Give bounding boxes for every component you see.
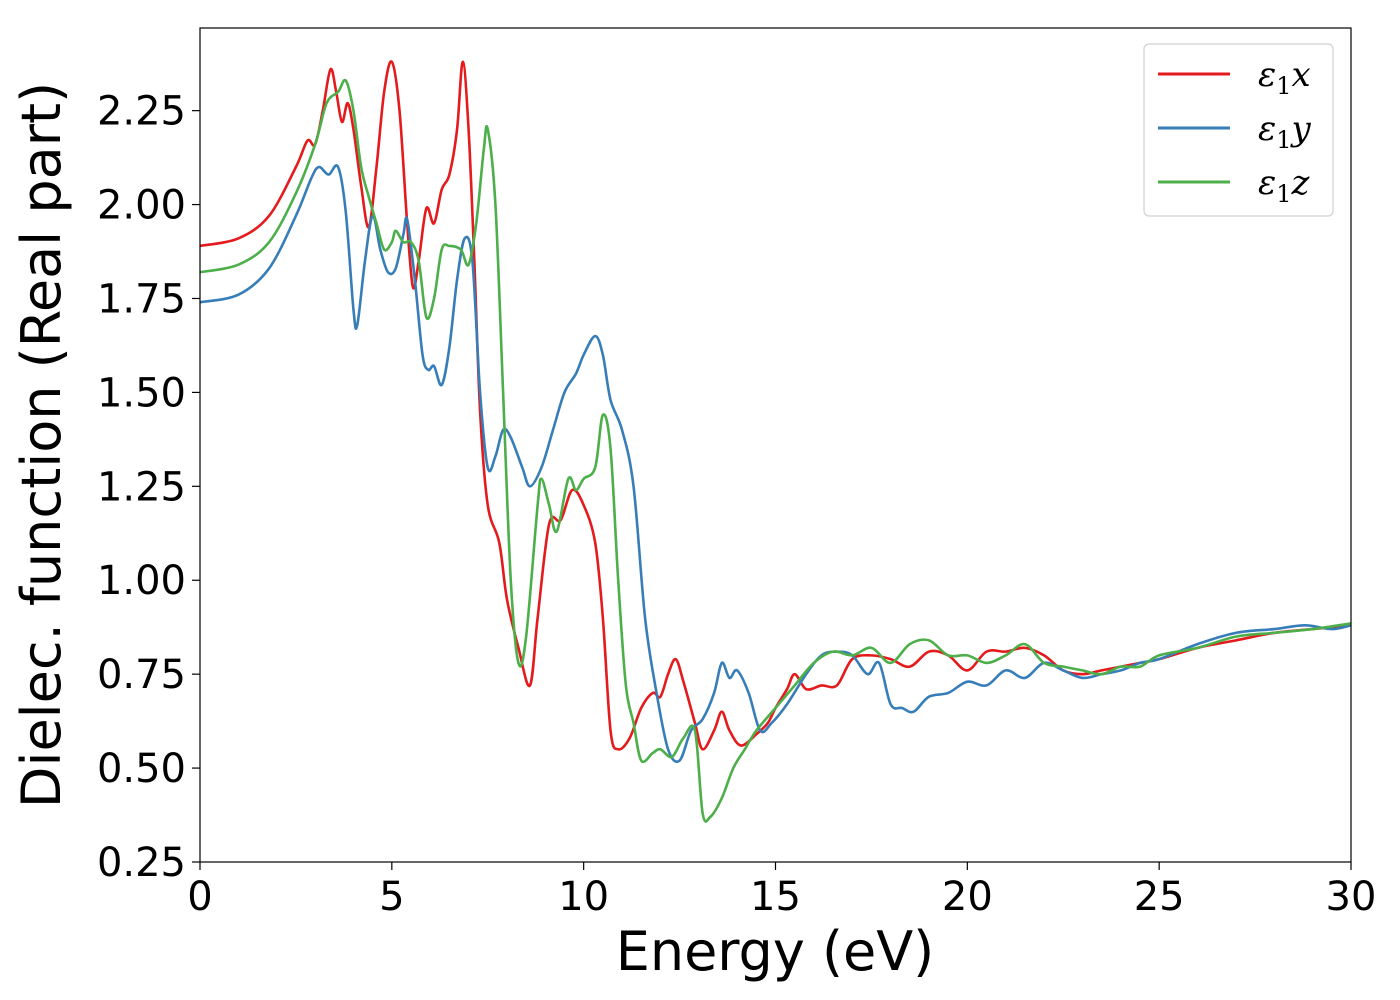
x-tick-label: 30 [1326,874,1377,920]
series-line-y [200,164,1351,763]
y-tick-label: 1.75 [97,276,186,322]
series-line-x [200,60,1351,751]
x-tick-label: 0 [187,874,212,920]
y-tick-label: 0.50 [97,746,186,792]
x-tick-label: 25 [1134,874,1185,920]
legend-box [1143,43,1334,217]
x-tick-label: 10 [558,874,609,920]
y-axis: 0.25 0.50 0.75 1.00 1.25 1.50 1.75 2.00 2.25 [97,89,200,886]
y-tick-label: 1.00 [97,558,186,604]
x-axis: 0 5 10 15 20 25 30 [187,862,1376,920]
legend: ε1x ε1y ε1z [1143,43,1334,217]
legend-label-y: ε1y [1258,109,1312,154]
y-tick-label: 0.25 [97,840,186,886]
series-layer [200,60,1351,823]
y-axis-title: Dielec. function (Real part) [10,82,73,808]
series-line-z [200,78,1351,823]
y-tick-label: 1.50 [97,370,186,416]
x-tick-label: 20 [942,874,993,920]
x-tick-label: 5 [379,874,404,920]
x-axis-title: Energy (eV) [616,920,935,983]
y-tick-label: 1.25 [97,464,186,510]
x-tick-label: 15 [750,874,801,920]
legend-label-x: ε1x [1258,55,1311,100]
legend-label-z: ε1z [1258,163,1311,208]
y-tick-label: 2.25 [97,89,186,135]
y-tick-label: 2.00 [97,183,186,229]
y-tick-label: 0.75 [97,652,186,698]
